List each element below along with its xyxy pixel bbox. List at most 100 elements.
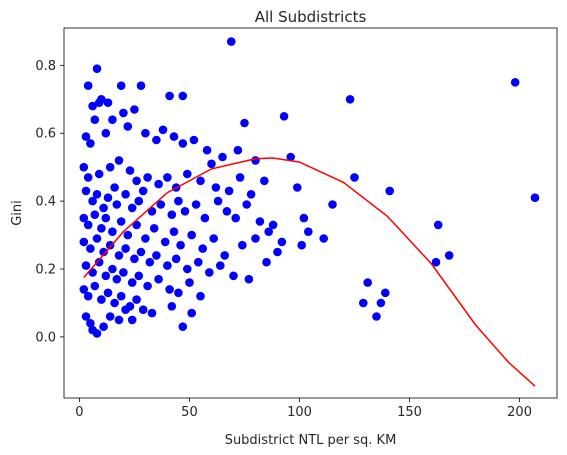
data-point [134, 271, 144, 281]
data-point [116, 217, 126, 226]
data-point [79, 285, 89, 294]
data-point [187, 230, 196, 240]
data-point [114, 156, 124, 165]
data-point [185, 278, 194, 287]
data-point [112, 200, 122, 209]
data-point [297, 240, 307, 250]
data-point [238, 240, 247, 250]
data-point [169, 227, 179, 236]
data-point [130, 105, 139, 114]
data-point [147, 308, 157, 318]
data-point [167, 302, 177, 311]
data-point [83, 81, 93, 90]
data-point [110, 298, 119, 308]
data-point [119, 268, 128, 277]
data-point [114, 315, 124, 325]
data-point [231, 213, 240, 223]
data-point [363, 278, 373, 287]
data-point [224, 186, 234, 196]
data-point [262, 257, 271, 267]
data-point [105, 162, 115, 172]
data-point [268, 220, 278, 230]
data-point [145, 257, 155, 267]
data-point [510, 78, 520, 87]
data-point [198, 244, 207, 253]
y-tick-label: 0.4 [35, 195, 56, 210]
data-point [152, 135, 161, 145]
data-point [279, 112, 289, 121]
data-point [143, 281, 152, 291]
data-point [235, 173, 245, 182]
data-point [229, 271, 238, 281]
data-point [123, 230, 133, 240]
data-point [103, 193, 113, 202]
data-point [88, 325, 97, 335]
data-point [273, 247, 282, 257]
data-point [158, 125, 168, 135]
data-point [92, 190, 102, 199]
data-point [138, 186, 148, 196]
data-point [299, 213, 309, 223]
data-point [244, 274, 254, 284]
data-point [178, 139, 188, 148]
data-point [169, 132, 179, 141]
y-tick-label: 0.0 [35, 330, 56, 345]
data-point [134, 196, 144, 206]
data-point [372, 312, 381, 321]
data-point [121, 244, 130, 253]
x-tick-label: 200 [507, 405, 532, 420]
data-point [174, 196, 183, 206]
data-point [101, 128, 111, 138]
data-point [222, 207, 232, 216]
data-point [88, 196, 97, 206]
data-point [218, 152, 227, 162]
data-point [240, 118, 249, 128]
data-point [121, 305, 130, 315]
data-point [359, 298, 368, 308]
data-point [187, 308, 196, 318]
data-point [105, 312, 115, 321]
x-tick-label: 100 [287, 405, 312, 420]
data-point [165, 91, 174, 101]
data-point [180, 207, 190, 216]
data-point [431, 257, 441, 267]
data-point [79, 237, 89, 247]
data-point [94, 98, 104, 107]
data-point [216, 261, 225, 270]
data-point [108, 264, 117, 274]
data-point [138, 305, 148, 315]
data-point [99, 203, 108, 213]
data-point [88, 101, 97, 111]
data-point [264, 227, 274, 236]
data-point [108, 115, 117, 124]
plot-area [63, 27, 558, 399]
data-point [200, 213, 210, 223]
fit-curve-line [83, 157, 536, 387]
data-point [154, 274, 163, 284]
data-point [81, 312, 91, 321]
data-point [202, 145, 212, 155]
data-point [136, 81, 146, 90]
data-point [99, 247, 108, 257]
data-point [163, 261, 172, 270]
data-point [125, 166, 135, 175]
data-point [103, 288, 113, 298]
data-point [178, 91, 188, 101]
data-point [444, 251, 454, 260]
y-axis-label: Gini [10, 200, 25, 226]
data-point [242, 200, 251, 209]
data-point [154, 179, 163, 189]
data-point [143, 173, 152, 182]
x-tick-label: 0 [75, 405, 83, 420]
data-point [108, 227, 117, 236]
data-point [319, 234, 329, 243]
data-point [530, 193, 540, 202]
data-point [97, 224, 106, 233]
y-tick-label: 0.2 [35, 263, 56, 278]
data-point [136, 247, 146, 257]
data-point [293, 183, 302, 192]
data-point [101, 213, 111, 223]
data-point [92, 64, 102, 73]
data-point [196, 176, 205, 186]
